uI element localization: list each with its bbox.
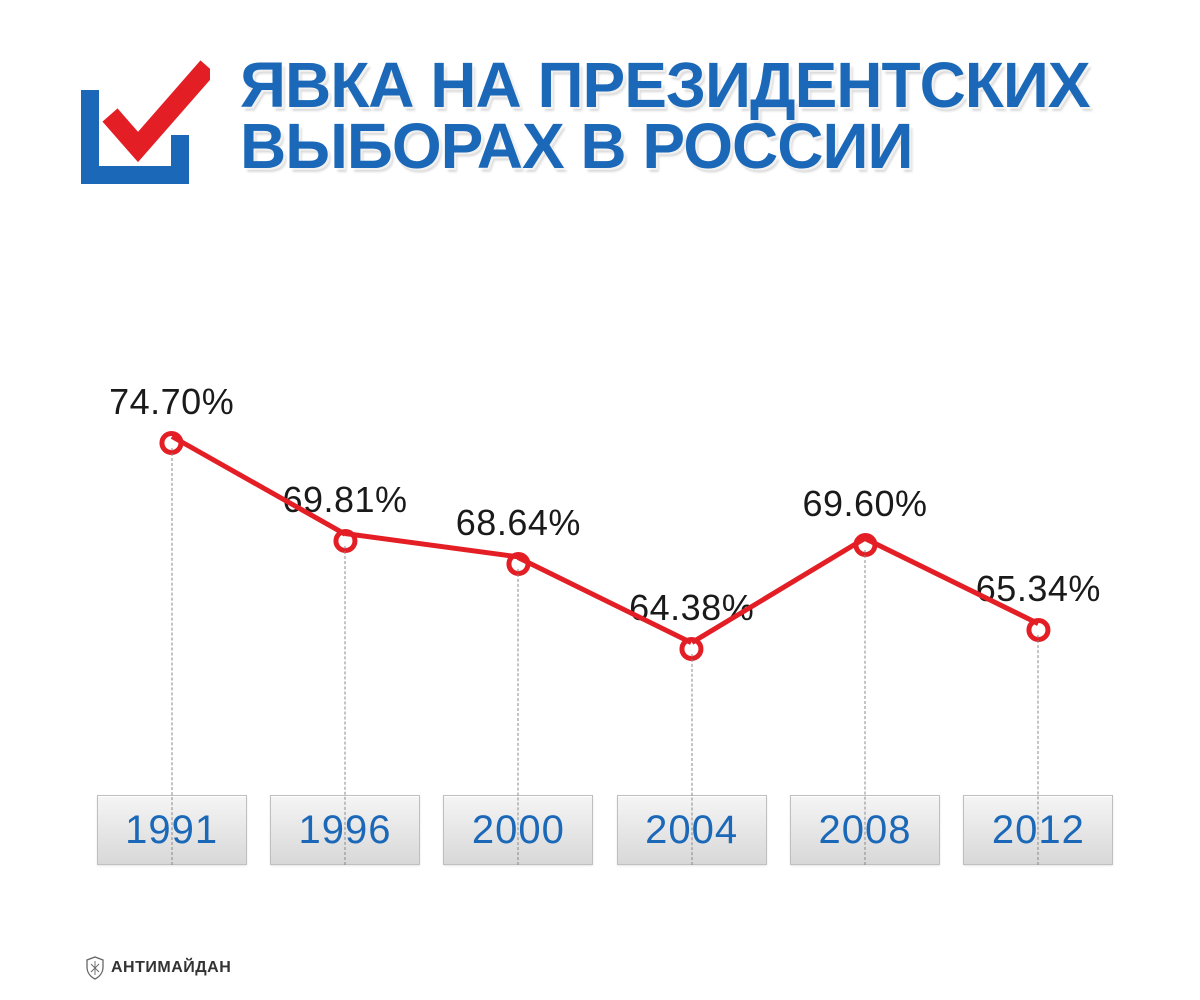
value-label: 69.81% [282,479,407,521]
drop-line [865,550,866,865]
turnout-chart: 74.70%199169.81%199668.64%200064.38%2004… [85,270,1125,950]
footer-label: АНТИМАЙДАН [111,959,231,977]
value-label: 69.60% [802,483,927,525]
value-label: 74.70% [109,381,234,423]
checkbox-icon [80,55,210,185]
data-point: 68.64% [456,502,581,576]
data-point: 74.70% [109,381,234,455]
shield-icon [85,956,105,980]
drop-line [345,546,346,865]
footer-attribution: АНТИМАЙДАН [85,956,231,980]
drop-line [1038,635,1039,865]
value-label: 68.64% [456,502,581,544]
page-title: ЯВКА НА ПРЕЗИДЕНТСКИХ ВЫБОРАХ В РОССИИ [240,55,1120,177]
drop-line [518,569,519,865]
data-point: 69.60% [802,483,927,557]
drop-line [171,448,172,865]
drop-line [691,654,692,865]
